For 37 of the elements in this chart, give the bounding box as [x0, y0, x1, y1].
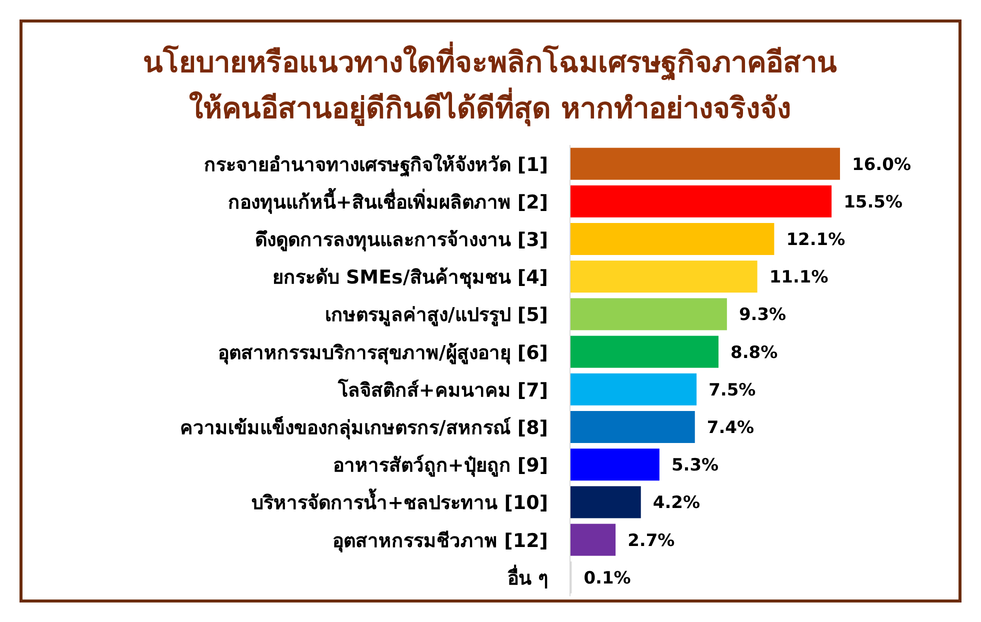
bar	[570, 486, 641, 518]
y-tick-label: ดึงดูดการลงทุนและการจ้างงาน [3]	[254, 229, 548, 252]
data-label: 8.8%	[730, 342, 778, 363]
data-label: 2.7%	[628, 530, 675, 551]
data-label: 7.5%	[708, 380, 756, 400]
data-label: 15.5%	[844, 192, 903, 212]
bar	[570, 223, 774, 255]
chart-subtitle: ให้คนอีสานอยู่ดีกินดีได้ดีที่สุด หากทำอย่างจริงจัง	[188, 87, 792, 126]
bar	[570, 411, 695, 443]
bar	[570, 373, 697, 406]
data-label: 4.2%	[652, 493, 700, 514]
y-tick-label: อุตสาหกรรมบริการสุขภาพ/ผู้สูงอายุ [6]	[218, 342, 548, 365]
bar	[570, 336, 718, 368]
y-tick-label: ยกระดับ SMEs/สินค้าชุมชน [4]	[272, 266, 548, 290]
y-tick-label: กระจายอำนาจทางเศรษฐกิจให้จังหวัด [1]	[204, 152, 548, 178]
data-label: 9.3%	[738, 305, 786, 326]
bar	[570, 448, 660, 481]
data-label: 11.1%	[769, 268, 828, 288]
y-tick-label: อาหารสัตว์ถูก+ปุ๋ยถูก [9]	[332, 454, 548, 478]
bar	[570, 260, 758, 293]
chart-title: นโยบายหรือแนวทางใดที่จะพลิกโฉมเศรษฐกิจภาคอีสาน	[143, 41, 837, 81]
y-tick-label: กองทุนแก้หนี้+สินเชื่อเพิ่มผลิตภาพ [2]	[228, 187, 548, 214]
bar	[570, 148, 840, 180]
y-tick-label: อุตสาหกรรมชีวภาพ [12]	[332, 530, 548, 553]
data-label: 0.1%	[584, 568, 631, 588]
bar	[570, 185, 832, 218]
y-tick-label: ความเข้มแข็งของกลุ่มเกษตรกร/สหกรณ์ [8]	[180, 415, 548, 440]
data-label: 7.4%	[706, 418, 754, 438]
data-label: 16.0%	[852, 154, 911, 175]
y-tick-label: บริหารจัดการน้ำ+ชลประทาน [10]	[252, 488, 548, 514]
data-label: 12.1%	[786, 230, 846, 250]
y-tick-label: โลจิสติกส์+คมนาคม [7]	[336, 378, 548, 402]
bar	[570, 524, 616, 556]
bar	[570, 298, 727, 330]
y-tick-label: เกษตรมูลค่าสูง/แปรรูป [5]	[324, 304, 548, 328]
data-label: 5.3%	[671, 456, 719, 476]
y-tick-label: อื่น ๆ	[507, 564, 548, 590]
